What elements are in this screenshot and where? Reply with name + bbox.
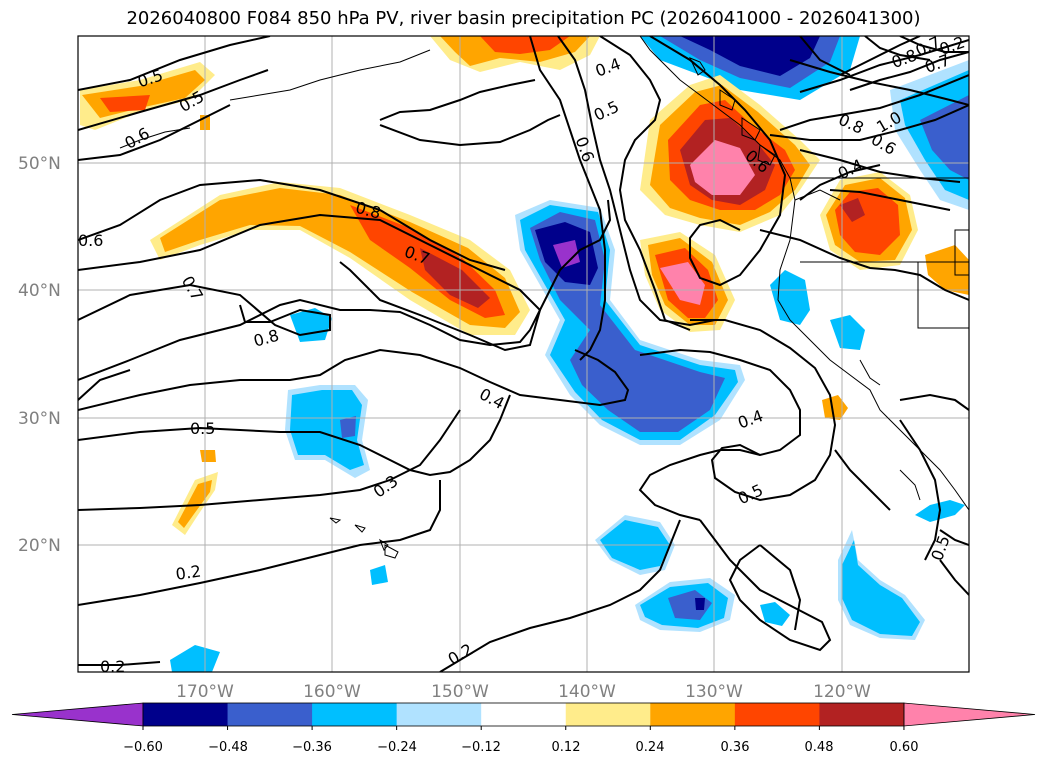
colorbar-segment (312, 703, 398, 726)
colorbar-segment (143, 703, 229, 726)
contour-label: 0.5 (190, 419, 215, 438)
lon-label-160w: 160°W (303, 682, 361, 702)
colorbar-tick-label: 0.60 (890, 740, 919, 755)
lon-label-150w: 150°W (431, 682, 489, 702)
colorbar-segment (227, 703, 313, 726)
colorbar-tick-label: 0.12 (552, 740, 581, 755)
lat-label-20n: 20°N (18, 536, 61, 556)
colorbar-tick-label: 0.48 (805, 740, 834, 755)
colorbar-tick-label: −0.12 (461, 740, 501, 755)
colorbar-outline (142, 702, 905, 727)
lat-label-50n: 50°N (18, 154, 61, 174)
lon-label-120w: 120°W (813, 682, 871, 702)
lon-label-170w: 170°W (176, 682, 234, 702)
colorbar-ticks: −0.60 −0.48 −0.36 −0.24 −0.12 0.12 0.24 … (123, 740, 918, 755)
colorbar-tick-label: −0.60 (123, 740, 163, 755)
lon-label-130w: 130°W (685, 682, 743, 702)
colorbar-extend-low (11, 702, 144, 727)
contour-label: 0.2 (174, 562, 202, 584)
map-title: 2026040800 F084 850 hPa PV, river basin … (126, 8, 921, 29)
lat-label-30n: 30°N (18, 409, 61, 429)
colorbar-segment (650, 703, 736, 726)
coastlines (119, 36, 969, 559)
colorbar-tick-label: −0.24 (377, 740, 417, 755)
colorbar-segment (734, 703, 820, 726)
lat-labels: 50°N 40°N 30°N 20°N (18, 154, 61, 556)
colorbar-tick-label: −0.48 (208, 740, 248, 755)
contour-label: 0.6 (78, 231, 103, 250)
lat-label-40n: 40°N (18, 281, 61, 301)
colorbar-segment (819, 703, 905, 726)
lon-labels: 170°W 160°W 150°W 140°W 130°W 120°W (176, 682, 871, 702)
lon-label-140w: 140°W (558, 682, 616, 702)
colorbar-segment (565, 703, 651, 726)
colorbar-tick-label: −0.36 (292, 740, 332, 755)
precip-shading (80, 36, 969, 672)
map-border (77, 35, 970, 673)
colorbar-tick-label: 0.36 (721, 740, 750, 755)
graticule (78, 36, 969, 672)
colorbar-segment (481, 703, 567, 726)
map-panel: 0.5 0.5 0.6 0.6 0.7 0.8 0.8 0.7 0.6 0.5 … (78, 36, 969, 676)
colorbar-extend-high (903, 702, 1036, 727)
pv-contours (78, 36, 969, 672)
contour-label: 0.2 (100, 657, 125, 676)
colorbar-tick-label: 0.24 (636, 740, 665, 755)
colorbar (11, 702, 1036, 730)
colorbar-segment (396, 703, 482, 726)
